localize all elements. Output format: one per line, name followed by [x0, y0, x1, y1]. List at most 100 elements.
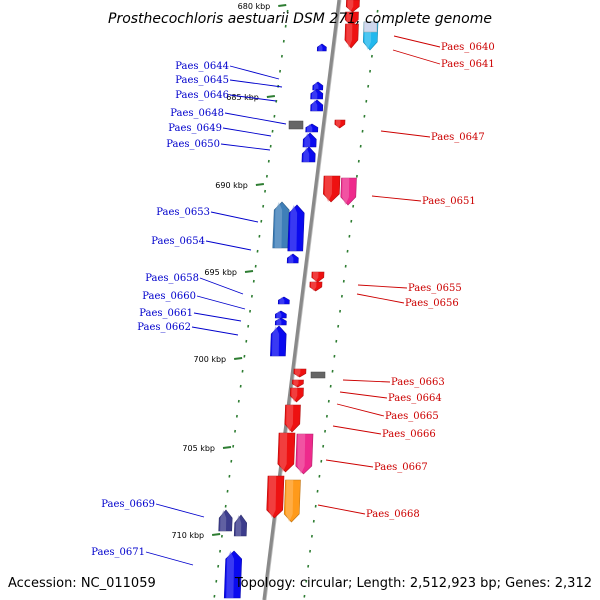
leader-line: [317, 504, 366, 515]
gene-label-paes_0647[interactable]: Paes_0647: [431, 132, 485, 143]
gene-label-paes_0662[interactable]: Paes_0662: [137, 322, 191, 333]
gene-label-paes_0646[interactable]: Paes_0646: [175, 90, 229, 101]
gene-paes_0664-glyph[interactable]: [293, 368, 307, 378]
leader-line: [332, 425, 382, 435]
gene-label-paes_0669[interactable]: Paes_0669: [101, 499, 155, 510]
gene-label-paes_0654[interactable]: Paes_0654: [151, 236, 205, 247]
leader-line: [145, 551, 194, 566]
gene-paes_0666-glyph[interactable]: [284, 404, 301, 433]
gene-paes_0647-glyph[interactable]: [334, 119, 346, 129]
gene-paes_0648-glyph[interactable]: [288, 120, 304, 130]
kbp-tick-label: 705 kbp: [182, 444, 215, 453]
leader-line: [196, 295, 246, 310]
leader-line: [224, 112, 287, 125]
topology-text: Topology: circular; Length: 2,512,923 bp…: [234, 576, 592, 591]
kbp-tick-label: 710 kbp: [172, 531, 205, 540]
gene-paes_0641-cap: [363, 21, 378, 33]
kbp-tick-mark: [222, 446, 232, 449]
gene-paes_0667-glyph[interactable]: [277, 432, 296, 473]
gene-label-paes_0649[interactable]: Paes_0649: [168, 123, 222, 134]
kbp-tick-label: 700 kbp: [194, 355, 227, 364]
leader-line: [199, 277, 244, 295]
gene-label-paes_0665[interactable]: Paes_0665: [385, 411, 439, 422]
gene-label-paes_0640[interactable]: Paes_0640: [441, 42, 495, 53]
leader-line: [371, 195, 422, 202]
gene-paes_0668-glyph[interactable]: [283, 479, 301, 523]
gene-paes_0640-glyph[interactable]: [344, 11, 359, 27]
gene-paes_0650-glyph[interactable]: [301, 146, 316, 163]
gene-paes_0651-glyph[interactable]: [323, 175, 341, 203]
gene-label-paes_0648[interactable]: Paes_0648: [170, 108, 224, 119]
leader-line: [380, 130, 431, 138]
kbp-tick-mark: [278, 4, 287, 7]
leader-line: [356, 293, 405, 304]
kbp-tick-mark: [266, 95, 275, 98]
kbp-tick-label: 690 kbp: [215, 181, 248, 190]
leader-line: [193, 312, 242, 322]
gene-paes_0669-glyph[interactable]: [233, 514, 248, 537]
leader-line: [222, 127, 272, 137]
gene-paes_0667-glyph[interactable]: [295, 433, 314, 475]
gene-paes_0669-glyph[interactable]: [218, 509, 233, 532]
gene-paes_0646-glyph[interactable]: [310, 99, 324, 112]
gene-paes_0661-glyph[interactable]: [274, 317, 287, 326]
gene-paes_0650-glyph[interactable]: [302, 132, 317, 148]
leader-line: [336, 403, 385, 417]
gene-paes_0666-glyph[interactable]: [289, 387, 304, 403]
leader-line: [229, 94, 277, 102]
leader-line: [229, 79, 283, 88]
leader-line: [155, 503, 205, 518]
accession-text: Accession: NC_011059: [8, 576, 156, 591]
leader-line: [210, 211, 259, 223]
gene-paes_0663-glyph[interactable]: [310, 371, 326, 379]
gene-label-paes_0655[interactable]: Paes_0655: [408, 283, 462, 294]
gene-paes_0658-glyph[interactable]: [277, 296, 290, 305]
leader-line: [325, 459, 374, 468]
gene-paes_0665-glyph[interactable]: [292, 379, 304, 388]
leader-line: [191, 326, 239, 336]
leader-line: [205, 240, 252, 251]
gene-label-paes_0660[interactable]: Paes_0660: [142, 291, 196, 302]
gene-paes_0656-glyph[interactable]: [309, 281, 323, 292]
gene-label-paes_0671[interactable]: Paes_0671: [91, 547, 145, 558]
gene-label-paes_0663[interactable]: Paes_0663: [391, 377, 445, 388]
gene-label-paes_0658[interactable]: Paes_0658: [145, 273, 199, 284]
gene-paes_0653-glyph[interactable]: [272, 201, 290, 249]
gene-label-paes_0661[interactable]: Paes_0661: [139, 308, 193, 319]
gene-label-paes_0645[interactable]: Paes_0645: [175, 75, 229, 86]
gene-paes_0660-glyph[interactable]: [274, 310, 287, 319]
gene-paes_0640-glyph[interactable]: [345, 0, 360, 13]
gene-paes_0668-glyph[interactable]: [266, 475, 285, 519]
gene-paes_0654-glyph[interactable]: [287, 204, 305, 252]
kbp-tick-mark: [255, 183, 264, 186]
gene-paes_0651-glyph[interactable]: [340, 177, 357, 206]
gene-label-paes_0644[interactable]: Paes_0644: [175, 61, 229, 72]
gene-label-paes_0651[interactable]: Paes_0651: [422, 196, 476, 207]
gene-label-paes_0668[interactable]: Paes_0668: [366, 509, 420, 520]
gene-paes_0646-glyph[interactable]: [310, 88, 324, 100]
gene-paes_0655-glyph[interactable]: [311, 271, 325, 283]
gene-paes_0662-glyph[interactable]: [270, 325, 287, 357]
leader-line: [229, 65, 280, 80]
gene-paes_0649-glyph[interactable]: [305, 123, 319, 133]
gene-paes_0654-glyph[interactable]: [286, 253, 299, 264]
gene-paes_0640-glyph[interactable]: [344, 23, 359, 49]
gene-paes_0644-glyph[interactable]: [316, 43, 327, 52]
gene-label-paes_0656[interactable]: Paes_0656: [405, 298, 459, 309]
kbp-tick-mark: [234, 357, 243, 360]
gene-label-paes_0667[interactable]: Paes_0667: [374, 462, 428, 473]
gene-label-paes_0664[interactable]: Paes_0664: [388, 393, 442, 404]
gene-label-paes_0666[interactable]: Paes_0666: [382, 429, 436, 440]
gene-label-paes_0641[interactable]: Paes_0641: [441, 59, 495, 70]
leader-line: [220, 143, 271, 151]
leader-line: [392, 49, 441, 65]
kbp-tick-mark: [244, 270, 254, 273]
kbp-tick-label: 695 kbp: [204, 268, 237, 277]
gene-label-paes_0653[interactable]: Paes_0653: [156, 207, 210, 218]
gene-label-paes_0650[interactable]: Paes_0650: [166, 139, 220, 150]
gene-paes_0645-glyph[interactable]: [312, 81, 324, 91]
leader-line: [342, 379, 391, 383]
gene-paes_0671-glyph[interactable]: [223, 550, 243, 599]
